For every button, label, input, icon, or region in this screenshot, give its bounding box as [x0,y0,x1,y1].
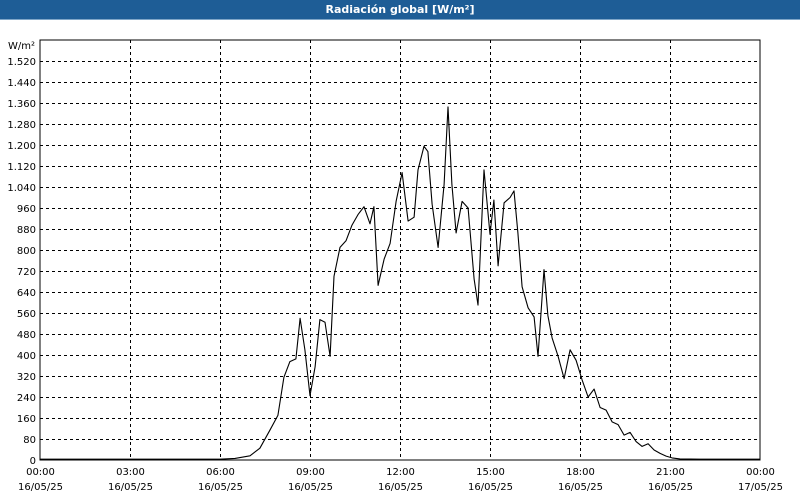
y-tick-label: 480 [17,330,36,341]
x-axis-tick-labels: 00:00 16/05/25 03:00 16/05/25 06:00 16/05/25 0… [18,467,783,493]
x-tick-date-label: 16/05/25 [108,482,153,493]
y-tick-label: 1.360 [7,99,36,110]
x-tick-date-label: 16/05/25 [198,482,243,493]
y-tick-label: 80 [23,435,36,446]
y-tick-label: 160 [17,414,36,425]
y-tick-label: 960 [17,204,36,215]
y-tick-label: 1.200 [7,141,36,152]
y-tick-label: 1.040 [7,183,36,194]
x-tick-date-label: 17/05/25 [738,482,783,493]
chart-title-bar: Radiación global [W/m²] [0,0,800,20]
plot-frame [39,39,761,461]
y-tick-label: 560 [17,309,36,320]
x-tick-date-label: 16/05/25 [378,482,423,493]
chart-title: Radiación global [W/m²] [325,3,475,16]
x-tick-time-label: 03:00 [116,467,145,478]
y-tick-label: 720 [17,267,36,278]
series-line-radiation [40,106,760,460]
y-tick-label: 1.440 [7,78,36,89]
y-tick-label: 0 [30,456,36,467]
x-tick-date-label: 16/05/25 [468,482,513,493]
x-tick-time-label: 00:00 [26,467,55,478]
radiation-chart: 0 80 160 240 320 400 480 560 640 720 800 880 960 1.04… [7,39,783,493]
y-tick-label: 1.520 [7,57,36,68]
y-tick-label: 400 [17,351,36,362]
horizontal-gridlines [40,61,760,440]
y-tick-label: 240 [17,393,36,404]
y-tick-label: 800 [17,246,36,257]
x-tick-time-label: 06:00 [206,467,235,478]
x-tick-time-label: 09:00 [296,467,325,478]
x-tick-date-label: 16/05/25 [288,482,333,493]
x-tick-time-label: 18:00 [566,467,595,478]
x-tick-time-label: 00:00 [746,467,775,478]
y-tick-label: 880 [17,225,36,236]
y-tick-label: 1.280 [7,120,36,131]
x-tick-time-label: 15:00 [476,467,505,478]
y-axis-tick-labels: 0 80 160 240 320 400 480 560 640 720 800 880 960 1.04… [7,57,36,467]
x-tick-date-label: 16/05/25 [18,482,63,493]
x-tick-time-label: 12:00 [386,467,415,478]
x-tick-time-label: 21:00 [656,467,685,478]
x-tick-date-label: 16/05/25 [648,482,693,493]
y-tick-label: 320 [17,372,36,383]
y-tick-label: 1.120 [7,162,36,173]
y-tick-label: 640 [17,288,36,299]
x-tick-date-label: 16/05/25 [558,482,603,493]
y-axis-unit-label: W/m² [8,41,35,52]
